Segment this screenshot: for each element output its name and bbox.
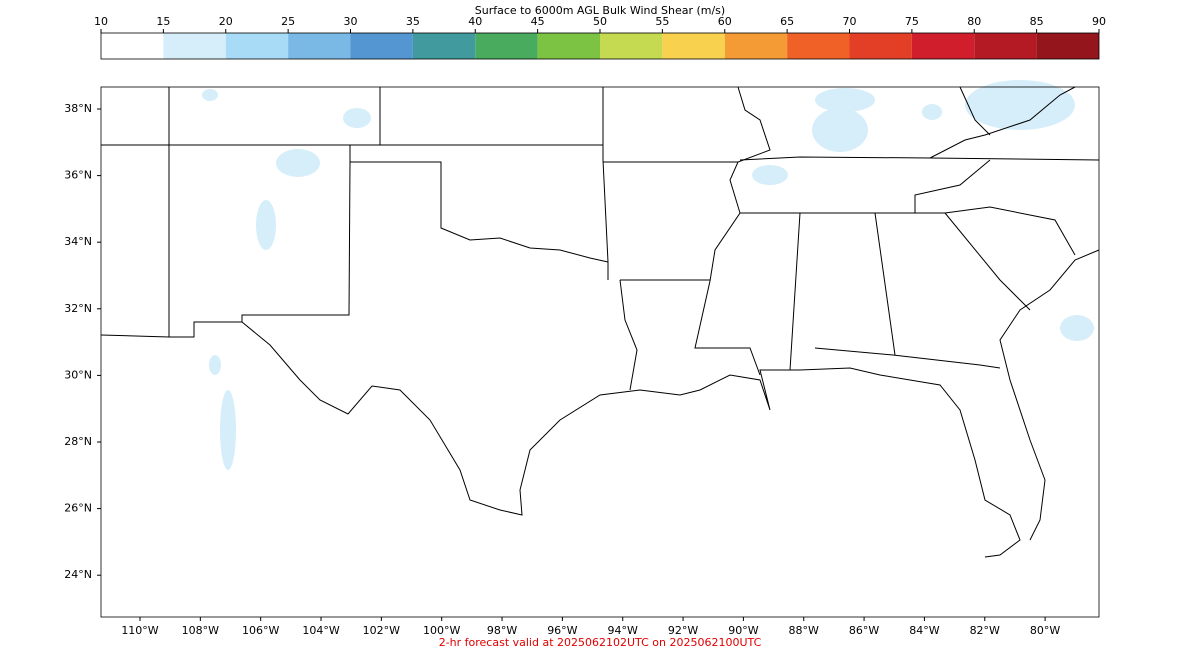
shear-patches: [202, 80, 1094, 470]
lat-label: 36°N: [64, 169, 92, 182]
colorbar-tick-label: 25: [281, 15, 295, 28]
colorbar-tick-label: 40: [468, 15, 482, 28]
colorbar-segment: [288, 33, 351, 59]
colorbar-tick-label: 30: [344, 15, 358, 28]
colorbar-segment: [974, 33, 1037, 59]
colorbar-tick-label: 10: [94, 15, 108, 28]
lat-label: 30°N: [64, 368, 92, 381]
colorbar-segment: [724, 33, 788, 59]
colorbar-segment: [911, 33, 975, 59]
lon-label: 106°W: [242, 624, 279, 637]
colorbar-tick-label: 85: [1030, 15, 1044, 28]
lon-label: 102°W: [363, 624, 400, 637]
colorbar-segment: [849, 33, 912, 59]
lat-label: 32°N: [64, 302, 92, 315]
colorbar-tick-label: 80: [967, 15, 981, 28]
state-borders: [100, 86, 1100, 558]
lat-label: 28°N: [64, 435, 92, 448]
lon-label: 108°W: [182, 624, 219, 637]
lon-label: 104°W: [302, 624, 339, 637]
colorbar-tick-label: 20: [219, 15, 233, 28]
colorbar-segment: [537, 33, 600, 59]
lon-label: 100°W: [423, 624, 460, 637]
lon-label: 92°W: [668, 624, 698, 637]
lon-label: 98°W: [487, 624, 517, 637]
lon-label: 88°W: [789, 624, 819, 637]
lat-label: 38°N: [64, 102, 92, 115]
colorbar-segment: [662, 33, 725, 59]
colorbar-tick-label: 45: [531, 15, 545, 28]
colorbar-tick-label: 55: [655, 15, 669, 28]
lon-label: 96°W: [547, 624, 577, 637]
colorbar-segment: [1036, 33, 1099, 59]
colorbar-tick-label: 50: [593, 15, 607, 28]
colorbar-tick-label: 90: [1092, 15, 1106, 28]
colorbar-tick-label: 35: [406, 15, 420, 28]
colorbar-tick-label: 15: [156, 15, 170, 28]
colorbar-title: Surface to 6000m AGL Bulk Wind Shear (m/…: [475, 4, 725, 17]
lat-label: 24°N: [64, 568, 92, 581]
lon-label: 94°W: [608, 624, 638, 637]
colorbar-segment: [787, 33, 850, 59]
colorbar-tick-label: 65: [780, 15, 794, 28]
lon-label: 80°W: [1030, 624, 1060, 637]
colorbar-tick-label: 75: [905, 15, 919, 28]
lon-label: 86°W: [849, 624, 879, 637]
colorbar-segment: [412, 33, 476, 59]
lon-label: 110°W: [121, 624, 158, 637]
lon-label: 90°W: [728, 624, 758, 637]
lon-label: 82°W: [970, 624, 1000, 637]
map-frame: [100, 86, 1100, 618]
colorbar-tick-label: 70: [843, 15, 857, 28]
lon-label: 84°W: [909, 624, 939, 637]
forecast-footer: 2-hr forecast valid at 2025062102UTC on …: [439, 636, 762, 649]
colorbar-segment: [475, 33, 538, 59]
colorbar-segment: [600, 33, 663, 59]
colorbar-segment: [225, 33, 289, 59]
colorbar-segment: [350, 33, 413, 59]
colorbar-segment: [163, 33, 226, 59]
colorbar-segment: [101, 33, 164, 59]
colorbar-tick-label: 60: [718, 15, 732, 28]
lat-label: 26°N: [64, 502, 92, 515]
lat-label: 34°N: [64, 235, 92, 248]
